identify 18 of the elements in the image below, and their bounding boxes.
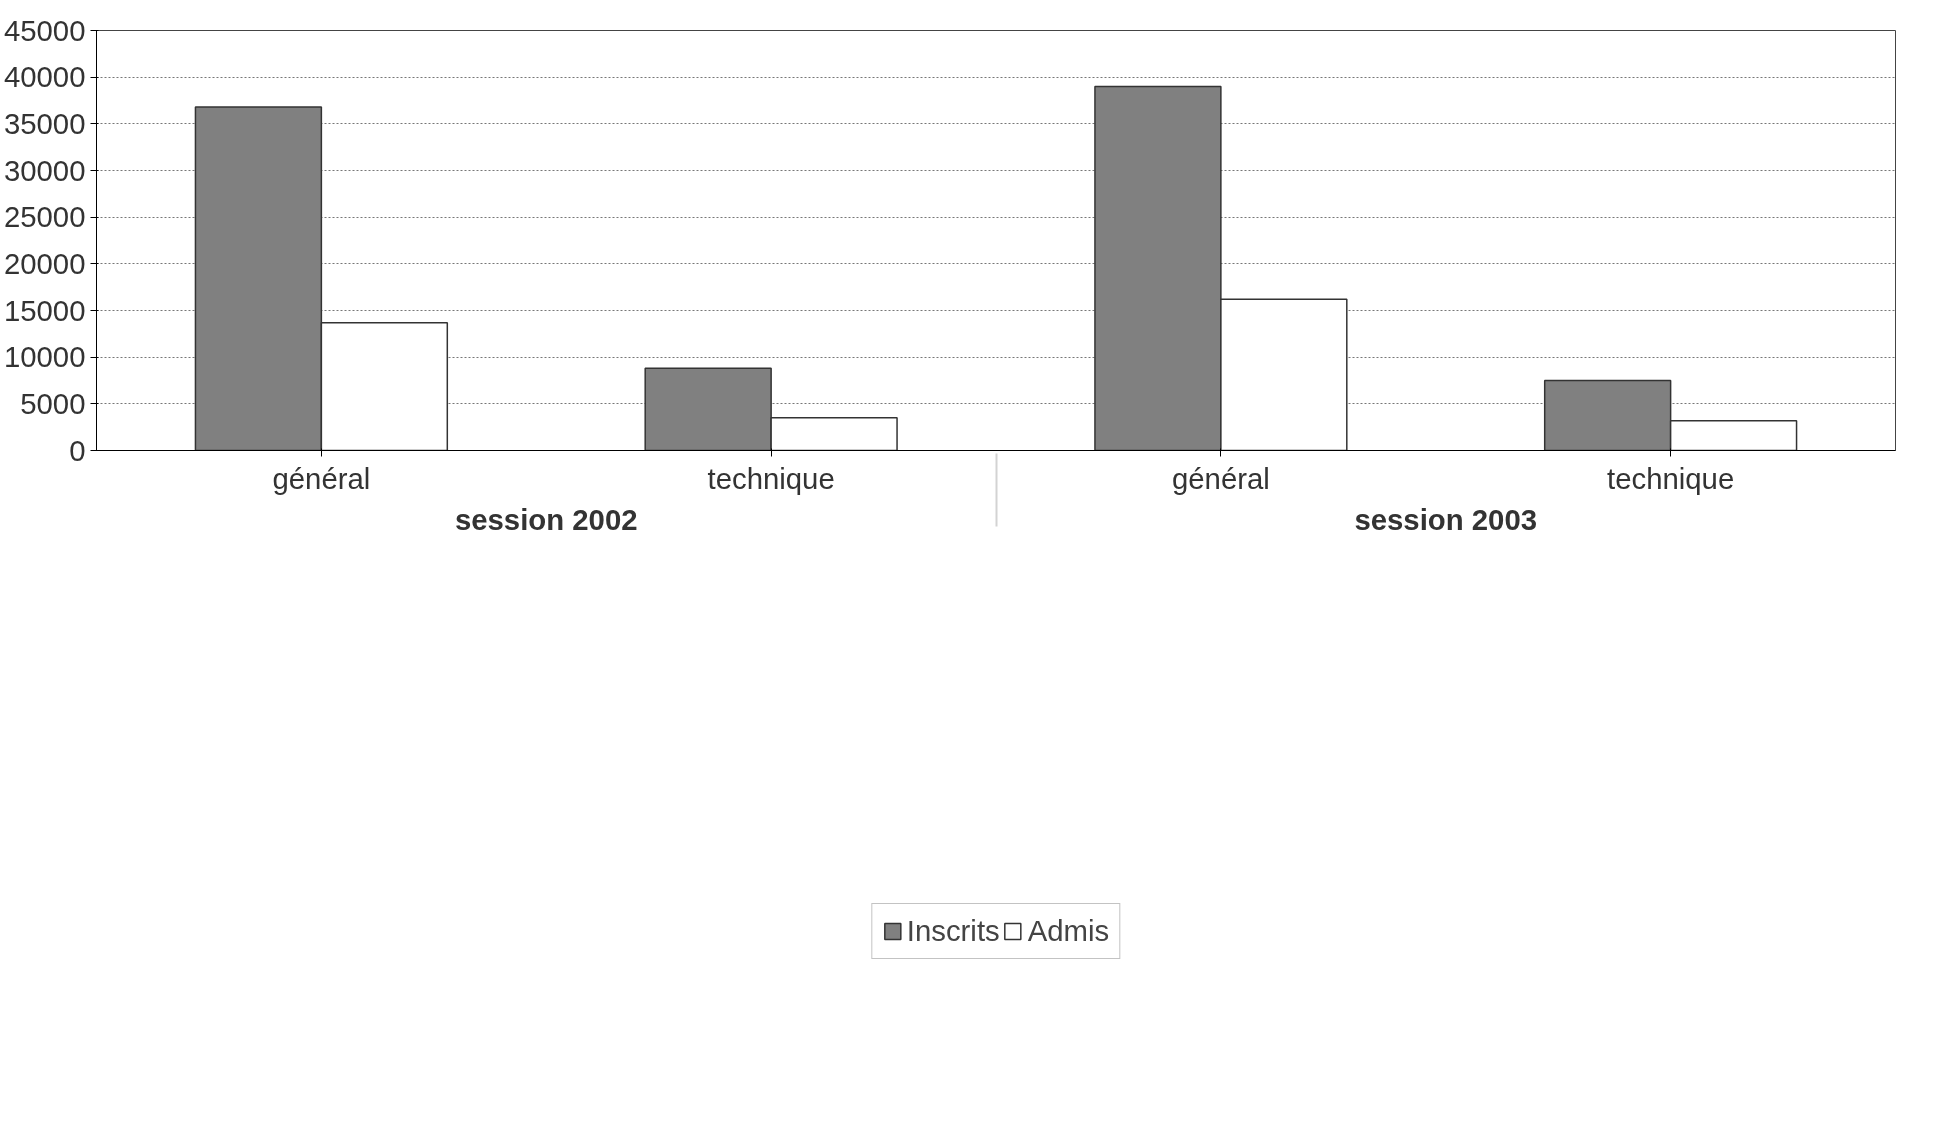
text: session 2002 (454, 502, 638, 536)
y-tick-label: 5000 (20, 386, 86, 420)
y-tick-label: 25000 (3, 200, 86, 234)
x-tick-label: technique (1607, 461, 1735, 495)
x-tick-label: général (1171, 461, 1270, 495)
y-tick-label: 30000 (3, 153, 86, 187)
y-tick-label: 10000 (3, 340, 86, 374)
legend-label: Inscrits (906, 913, 1000, 948)
y-tick-label: 40000 (3, 60, 86, 94)
x-tick-label: technique (707, 461, 835, 495)
x-tick-label: général (272, 461, 371, 495)
text: session 2003 (1354, 502, 1538, 536)
y-tick-label: 20000 (3, 246, 86, 280)
y-tick-label: 0 (69, 433, 86, 467)
y-tick-label: 45000 (3, 13, 86, 47)
y-tick-label: 15000 (3, 293, 86, 327)
y-tick-label: 35000 (3, 106, 86, 140)
legend-label: Admis (1027, 913, 1110, 948)
